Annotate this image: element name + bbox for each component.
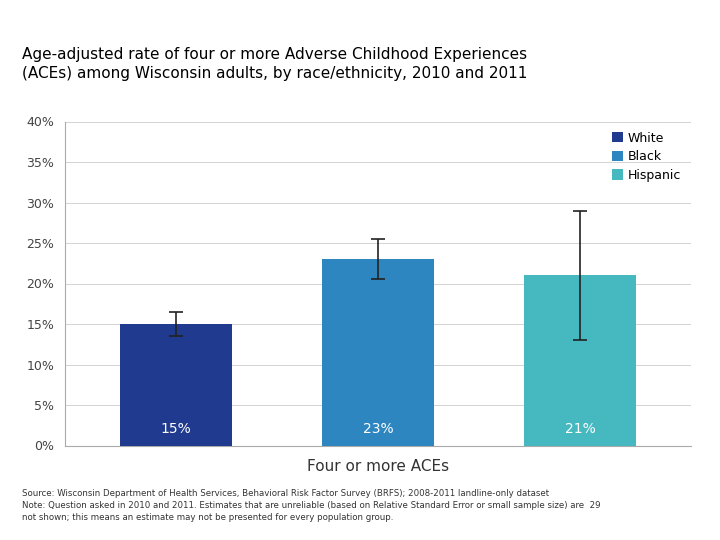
Text: MENTAL HEALTH: MENTAL HEALTH xyxy=(9,12,148,28)
Text: Source: Wisconsin Department of Health Services, Behavioral Risk Factor Survey (: Source: Wisconsin Department of Health S… xyxy=(22,489,600,522)
Bar xyxy=(323,259,433,446)
Bar xyxy=(120,324,232,446)
Text: 15%: 15% xyxy=(161,422,192,436)
Text: Mental health among adults: Mental health among adults xyxy=(516,13,711,27)
Text: 23%: 23% xyxy=(363,422,393,436)
X-axis label: Four or more ACEs: Four or more ACEs xyxy=(307,460,449,474)
Text: 21%: 21% xyxy=(564,422,595,436)
Text: Age-adjusted rate of four or more Adverse Childhood Experiences
(ACEs) among Wis: Age-adjusted rate of four or more Advers… xyxy=(22,46,527,81)
Legend: White, Black, Hispanic: White, Black, Hispanic xyxy=(608,128,685,186)
Bar xyxy=(524,275,636,445)
